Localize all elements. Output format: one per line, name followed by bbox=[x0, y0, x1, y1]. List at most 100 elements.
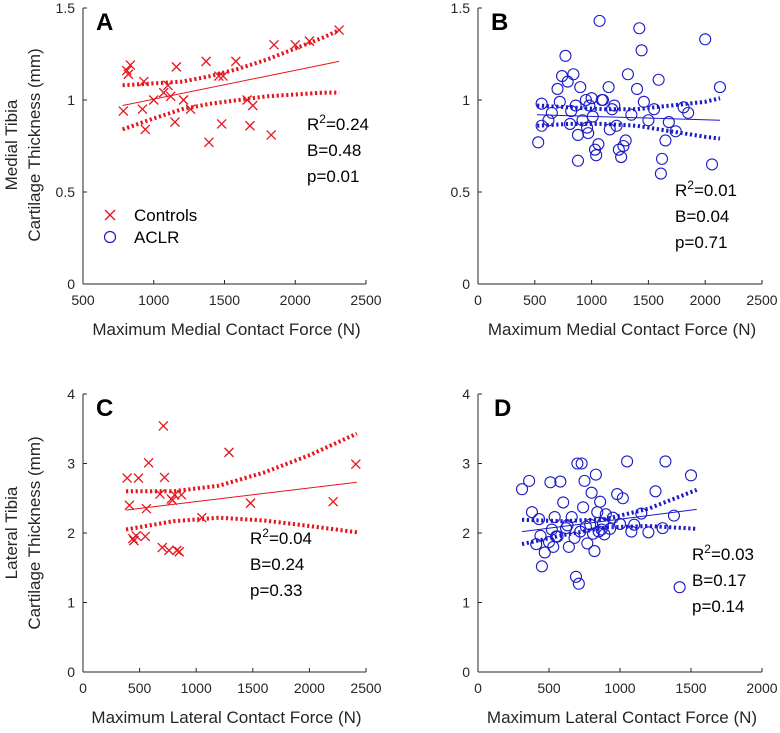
data-point bbox=[569, 99, 582, 112]
data-point bbox=[515, 483, 529, 496]
panel-d: 0 500 1000 1500 2000 0 1 2 3 4 Maximum Lateral Con… bbox=[462, 386, 778, 727]
data-point bbox=[554, 475, 567, 488]
x-tick-label: 2000 bbox=[280, 292, 311, 308]
data-point bbox=[659, 455, 672, 468]
data-point bbox=[684, 469, 698, 482]
x-axis-label: Maximum Medial Contact Force (N) bbox=[92, 320, 360, 339]
data-point bbox=[562, 540, 575, 553]
data-point bbox=[143, 457, 154, 468]
y-tick-label: 1 bbox=[462, 595, 470, 611]
data-point bbox=[269, 39, 279, 50]
data-point bbox=[613, 517, 627, 531]
x-axis-label: Maximum Lateral Contact Force (N) bbox=[487, 708, 757, 727]
ci-lower-band bbox=[125, 515, 358, 535]
data-point bbox=[616, 492, 629, 505]
data-point bbox=[635, 507, 648, 520]
panel-c: 0 500 1000 1500 2000 2500 0 1 2 3 4 Maximum Lateral… bbox=[67, 386, 382, 727]
x-tick-label: 500 bbox=[71, 292, 95, 308]
panel-letter: A bbox=[96, 9, 113, 36]
data-point bbox=[583, 99, 596, 112]
ci-lower-band bbox=[536, 121, 721, 141]
data-point bbox=[577, 501, 590, 514]
data-point bbox=[551, 82, 564, 96]
stat-p: p=0.71 bbox=[675, 233, 727, 252]
y-tick-label: 0 bbox=[462, 664, 470, 680]
data-point bbox=[642, 114, 655, 127]
x-tick-label: 2500 bbox=[746, 292, 777, 308]
data-point bbox=[328, 496, 339, 507]
data-point bbox=[633, 22, 646, 35]
data-point bbox=[602, 81, 615, 94]
data-point bbox=[571, 457, 584, 470]
y-tick-label: 1 bbox=[462, 92, 470, 108]
ci-upper-band bbox=[536, 96, 721, 112]
data-point bbox=[557, 496, 570, 509]
data-point bbox=[548, 510, 561, 524]
data-point bbox=[655, 152, 669, 165]
data-point bbox=[589, 468, 602, 481]
ci-lower-band bbox=[521, 523, 697, 547]
y-tick-label: 2 bbox=[462, 525, 470, 541]
data-point bbox=[617, 139, 630, 153]
ci-upper-band bbox=[521, 488, 698, 524]
panel-a: 500 1000 1500 2000 2500 0 0.5 1 1.5 Maximum Media… bbox=[56, 0, 382, 339]
y-tick-label: 2 bbox=[67, 525, 75, 541]
ylabel-bottom-line2: Cartilage Thickness (mm) bbox=[25, 436, 44, 629]
data-point bbox=[224, 447, 234, 458]
data-point bbox=[124, 500, 135, 511]
data-point bbox=[170, 117, 180, 128]
data-point bbox=[637, 95, 650, 108]
y-tick-label: 0 bbox=[67, 664, 75, 680]
data-point bbox=[123, 69, 134, 80]
data-point bbox=[216, 118, 227, 129]
data-point bbox=[673, 581, 686, 594]
data-point bbox=[545, 106, 558, 119]
y-tick-label: 1.5 bbox=[56, 0, 76, 16]
ci-lower-band bbox=[121, 90, 340, 132]
x-tick-label: 1500 bbox=[633, 292, 664, 308]
data-point bbox=[535, 560, 548, 573]
stat-b: B=0.04 bbox=[675, 207, 729, 226]
ylabel-top-line1: Medial Tibia bbox=[2, 99, 21, 190]
panel-letter: D bbox=[494, 395, 511, 422]
x-tick-label: 500 bbox=[537, 680, 561, 696]
panel-letter: C bbox=[96, 395, 113, 422]
ci-upper-band bbox=[126, 431, 358, 494]
data-point bbox=[218, 71, 229, 82]
stat-b: B=0.24 bbox=[250, 555, 304, 574]
ylabel-bottom-line1: Lateral Tibia bbox=[2, 486, 21, 579]
data-point bbox=[245, 120, 255, 131]
data-point bbox=[593, 14, 606, 27]
y-tick-label: 0 bbox=[462, 276, 470, 292]
data-point bbox=[621, 68, 635, 81]
legend-controls-marker bbox=[104, 209, 116, 221]
data-point bbox=[159, 472, 170, 483]
data-point bbox=[131, 530, 142, 541]
data-point bbox=[581, 537, 594, 550]
x-tick-label: 0 bbox=[474, 292, 482, 308]
legend-aclr-label: ACLR bbox=[134, 228, 179, 247]
data-point bbox=[122, 473, 133, 484]
data-point bbox=[612, 143, 625, 156]
x-tick-label: 2000 bbox=[294, 680, 325, 696]
x-tick-label: 2000 bbox=[746, 680, 777, 696]
x-tick-label: 2000 bbox=[690, 292, 721, 308]
data-point bbox=[128, 535, 139, 546]
data-point bbox=[605, 103, 619, 116]
data-point bbox=[174, 546, 185, 557]
legend-aclr-marker bbox=[103, 230, 117, 244]
data-point bbox=[578, 474, 591, 487]
data-point bbox=[699, 33, 712, 46]
data-point bbox=[140, 124, 151, 135]
x-tick-label: 500 bbox=[523, 292, 547, 308]
data-point bbox=[642, 526, 655, 539]
data-point bbox=[628, 518, 641, 531]
data-point bbox=[604, 522, 617, 535]
x-tick-label: 2500 bbox=[350, 292, 381, 308]
data-point bbox=[559, 49, 572, 62]
data-point bbox=[592, 138, 605, 151]
data-point bbox=[596, 93, 610, 107]
regression-line bbox=[125, 481, 358, 511]
data-point bbox=[553, 95, 566, 108]
